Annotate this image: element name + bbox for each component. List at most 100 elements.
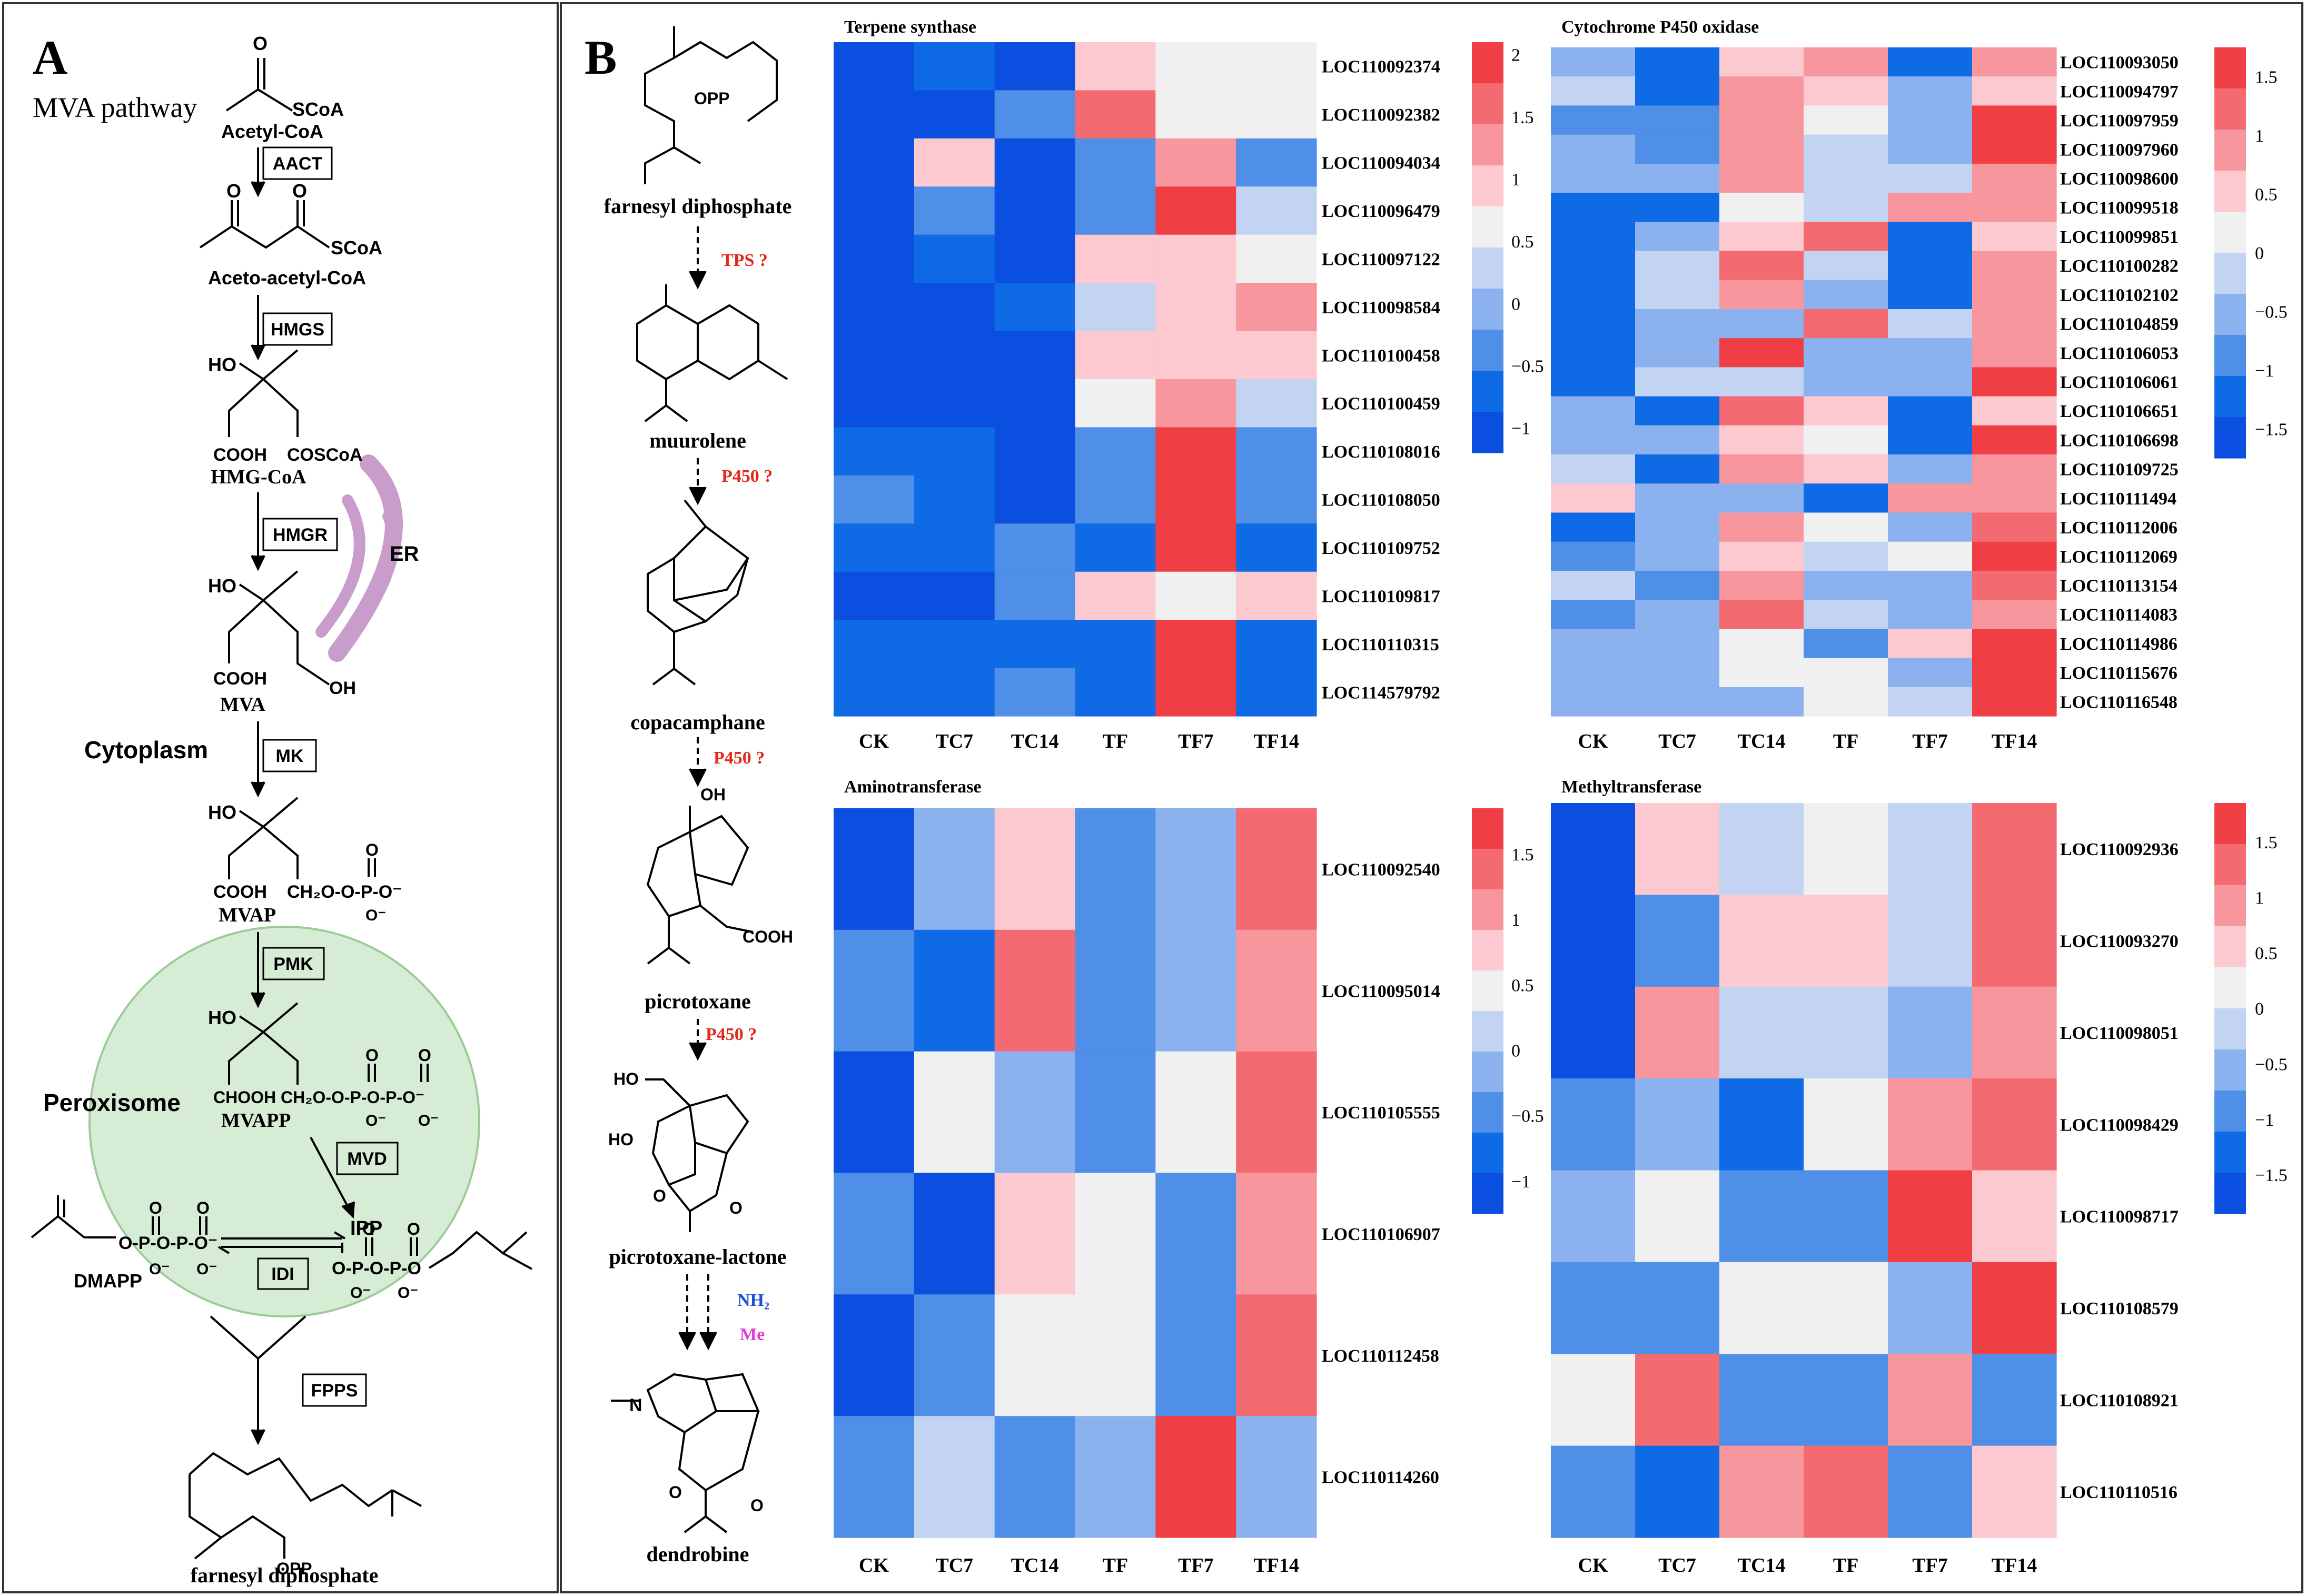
heatmap-cell [1888, 222, 1973, 252]
heatmap-row-label: LOC110108579 [2060, 1299, 2179, 1319]
heatmap-cell [1972, 1170, 2057, 1263]
colorbar-tick-label: 0.5 [1511, 976, 1534, 995]
fpp-a-label: farnesyl diphosphate [191, 1563, 379, 1587]
colorbar-tick-label: 1.5 [2255, 68, 2278, 87]
heatmap-cell [834, 929, 915, 1052]
heatmap-cell [994, 1416, 1076, 1538]
heatmap-cell [1719, 600, 1804, 629]
heatmap-cell [1888, 1078, 1973, 1171]
colorbar-segment [1472, 165, 1503, 207]
heatmap-cell [1155, 523, 1236, 572]
ipp-structure [341, 1231, 532, 1270]
mod-label-nh2: NH₂ [737, 1291, 769, 1310]
heatmap-cell [994, 138, 1076, 187]
heatmap-column-label: TC7 [1658, 730, 1696, 752]
dendrobine-o2: O [750, 1496, 764, 1515]
hmg-coa-cooh: COOH [213, 445, 267, 465]
dmapp-o-minus2: O⁻ [196, 1261, 217, 1278]
colorbar-segment [2214, 130, 2246, 171]
heatmap-cell [1635, 687, 1720, 717]
mvap-o-top: O [365, 840, 379, 859]
heatmap-title: Cytochrome P450 oxidase [1561, 17, 1759, 37]
mva-label: MVA [220, 693, 265, 716]
heatmap-row-label: LOC110112069 [2060, 547, 2178, 567]
compound-fpp: farnesyl diphosphate [604, 194, 792, 218]
heatmap-cell [1155, 186, 1236, 235]
heatmap-cell [994, 1051, 1076, 1174]
fpp-structure-a [189, 1452, 422, 1560]
heatmap-cell [1804, 1354, 1888, 1446]
heatmap-cell [1155, 1173, 1236, 1295]
colorbar-tick-label: 1 [2255, 888, 2264, 908]
ipp-o-minus2: O⁻ [398, 1284, 418, 1302]
heatmap-cell [994, 620, 1076, 669]
colorbar-tick-label: 2 [1511, 46, 1520, 65]
colorbar-segment [2214, 47, 2246, 89]
heatmap-cell [1804, 280, 1888, 310]
heatmap-cell [1236, 475, 1317, 524]
heatmap-cell [1635, 986, 1720, 1079]
dmapp-o-top2: O [196, 1198, 210, 1217]
mvap-cooh: COOH [213, 882, 267, 902]
colorbar-segment [2214, 1008, 2246, 1050]
heatmap-cell [1551, 76, 1636, 106]
heatmap-row-label: LOC110098600 [2060, 170, 2179, 189]
heatmap-cell [1972, 309, 2057, 339]
colorbar-segment [1472, 970, 1503, 1012]
heatmap-cell [1635, 512, 1720, 542]
heatmap-cell [1551, 454, 1636, 484]
heatmap-row-label: LOC114579792 [1322, 683, 1440, 702]
heatmap-cell [914, 523, 995, 572]
heatmap-cell [1551, 222, 1636, 252]
colorbar-segment [2214, 376, 2246, 418]
enzyme-mvd: MVD [347, 1149, 387, 1169]
heatmap-aminotransferase: Aminotransferase LOC110092540 LOC110095014… [834, 777, 1544, 1577]
heatmap-cell [1236, 283, 1317, 332]
heatmap-cell [914, 1051, 995, 1174]
heatmap-cell [1972, 105, 2057, 135]
heatmap-cell [1155, 331, 1236, 380]
heatmap-cell [1719, 803, 1804, 895]
heatmap-cell [1888, 512, 1973, 542]
heatmap-cell [1075, 808, 1156, 930]
heatmap-cell [994, 186, 1076, 235]
heatmap-cell [914, 1416, 995, 1538]
dmapp-o-minus1: O⁻ [149, 1261, 170, 1278]
enzyme-aact: AACT [273, 154, 323, 174]
ipp-o-top1: O [362, 1220, 375, 1238]
colorbar-segment [1472, 808, 1503, 849]
heatmap-cell [1236, 620, 1317, 669]
heatmap-cell [1804, 1078, 1888, 1171]
colorbar-segment [1472, 1052, 1503, 1093]
heatmap-cell [914, 571, 995, 620]
heatmap-cell [1075, 668, 1156, 717]
heatmap-cell [1972, 986, 2057, 1079]
heatmap-row-label: LOC110108050 [1322, 491, 1440, 510]
heatmap-cell [994, 1294, 1076, 1416]
heatmap-row-label: LOC110093050 [2060, 53, 2179, 73]
heatmap-row-label: LOC110109817 [1322, 587, 1440, 606]
heatmap-cell [1972, 1445, 2057, 1538]
colorbar-segment [2214, 171, 2246, 212]
heatmap-cell [1804, 367, 1888, 397]
dendrobine-o1: O [669, 1483, 682, 1502]
colorbar-segment [1472, 371, 1503, 412]
heatmap-row-label: LOC110098051 [2060, 1024, 2179, 1043]
heatmap-cell [1972, 1354, 2057, 1446]
heatmap-cell [1972, 396, 2057, 426]
heatmap-cell [1635, 1170, 1720, 1263]
heatmap-cell [1719, 658, 1804, 688]
fpp-a-opp: OPP [276, 1559, 312, 1578]
acetyl-coa-scoa: SCoA [292, 98, 344, 120]
hmg-coa-coscoa: COSCoA [287, 445, 363, 465]
heatmap-cell [1719, 47, 1804, 77]
heatmap-cell [1804, 803, 1888, 895]
mvapp-o-minus2: O⁻ [418, 1112, 439, 1129]
heatmap-cell [1236, 186, 1317, 235]
heatmap-cell [1804, 541, 1888, 571]
heatmap-cell [1155, 1051, 1236, 1174]
heatmap-cell [1236, 668, 1317, 717]
dmapp-structure [31, 1195, 207, 1238]
colorbar-segment [2214, 417, 2246, 459]
heatmap-cell [1155, 668, 1236, 717]
